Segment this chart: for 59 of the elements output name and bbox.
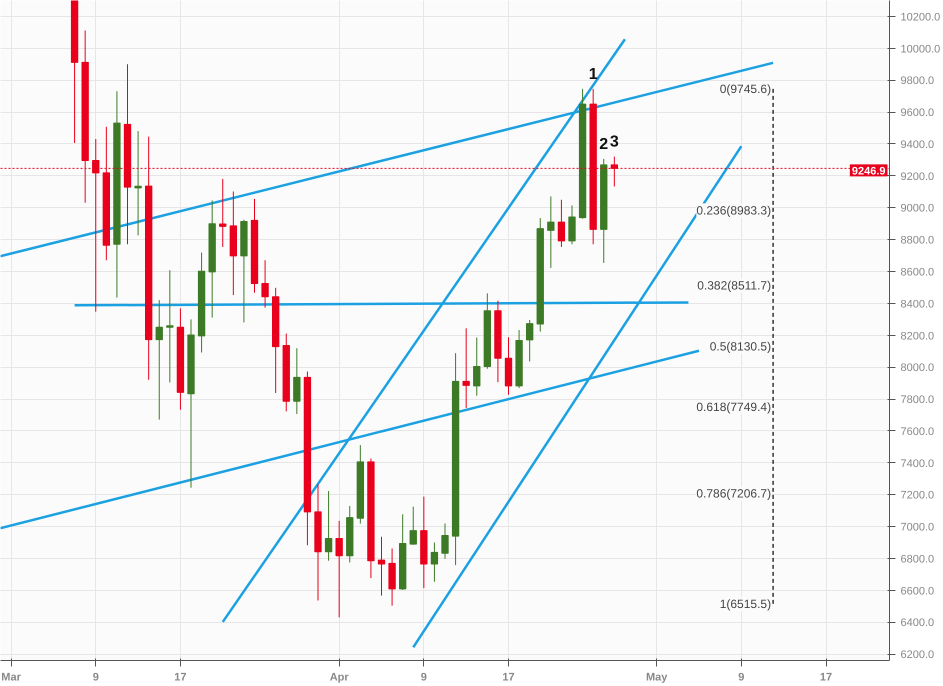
candlestick: [547, 196, 555, 268]
annotation: 0.786(7206.7): [696, 486, 772, 501]
y-tick-label: 7600.0: [900, 426, 934, 438]
candlestick: [324, 490, 332, 562]
candlestick: [526, 319, 534, 362]
y-tick-label: 10200.0: [900, 11, 940, 24]
y-tick-label: 6200.0: [900, 649, 934, 662]
x-tick-label: May: [646, 672, 668, 684]
candlestick: [219, 178, 226, 248]
y-tick-label: 9600.0: [900, 107, 934, 120]
annotation: 0.5(8130.5): [710, 339, 772, 354]
annotation: 2: [599, 136, 608, 153]
candlestick: [462, 328, 470, 408]
annotation: 0.236(8983.3): [696, 203, 772, 218]
annotation: 3: [610, 134, 619, 151]
y-tick-label: 8000.0: [900, 362, 934, 374]
y-tick-label: 9400.0: [900, 138, 934, 151]
candlestick: [410, 506, 417, 546]
candlestick: [134, 130, 142, 236]
y-tick-label: 6800.0: [900, 553, 934, 566]
y-tick-label: 8200.0: [900, 330, 934, 342]
candlestick: [568, 204, 576, 245]
candlestick: [558, 199, 566, 248]
ref-line-label: 9246.9: [852, 165, 886, 178]
y-tick-label: 7000.0: [900, 522, 934, 534]
x-tick-label: 9: [420, 672, 427, 684]
candlestick: [430, 542, 438, 582]
annotation: 0(9745.6): [720, 82, 772, 96]
x-tick-label: 17: [502, 672, 515, 684]
y-tick-label: 9200.0: [900, 170, 934, 183]
candlestick: [473, 337, 480, 396]
x-tick-label: 17: [820, 672, 832, 684]
y-tick-label: 8800.0: [900, 234, 934, 247]
candlestick: [166, 270, 174, 383]
x-tick-label: Apr: [330, 672, 350, 684]
candlestick: [293, 348, 301, 415]
annotation: 1: [588, 66, 598, 83]
candlestick: [441, 523, 449, 560]
y-tick-label: 7800.0: [900, 394, 934, 406]
y-tick-label: 8400.0: [900, 298, 934, 310]
x-tick-label: 17: [174, 672, 187, 684]
x-tick-label: 9: [738, 672, 744, 684]
candlestick: [261, 260, 269, 308]
y-tick-label: 6600.0: [900, 585, 934, 598]
candlestick: [335, 520, 343, 618]
y-tick-label: 8600.0: [900, 266, 934, 279]
annotation: 0.382(8511.7): [697, 278, 772, 293]
annotation: 0.618(7749.4): [696, 400, 772, 414]
y-tick-label: 10000.0: [900, 43, 940, 56]
y-tick-label: 7200.0: [900, 490, 934, 502]
x-tick-label: Mar: [1, 672, 22, 684]
x-tick-label: 9: [92, 672, 99, 684]
candlestick: [378, 536, 386, 596]
y-tick-label: 9800.0: [900, 75, 934, 88]
annotation: 1(6515.5): [720, 596, 772, 611]
y-tick-label: 7400.0: [900, 458, 934, 470]
candlestick: [156, 300, 163, 420]
y-tick-label: 9000.0: [900, 202, 934, 215]
y-tick-label: 6400.0: [900, 617, 934, 630]
